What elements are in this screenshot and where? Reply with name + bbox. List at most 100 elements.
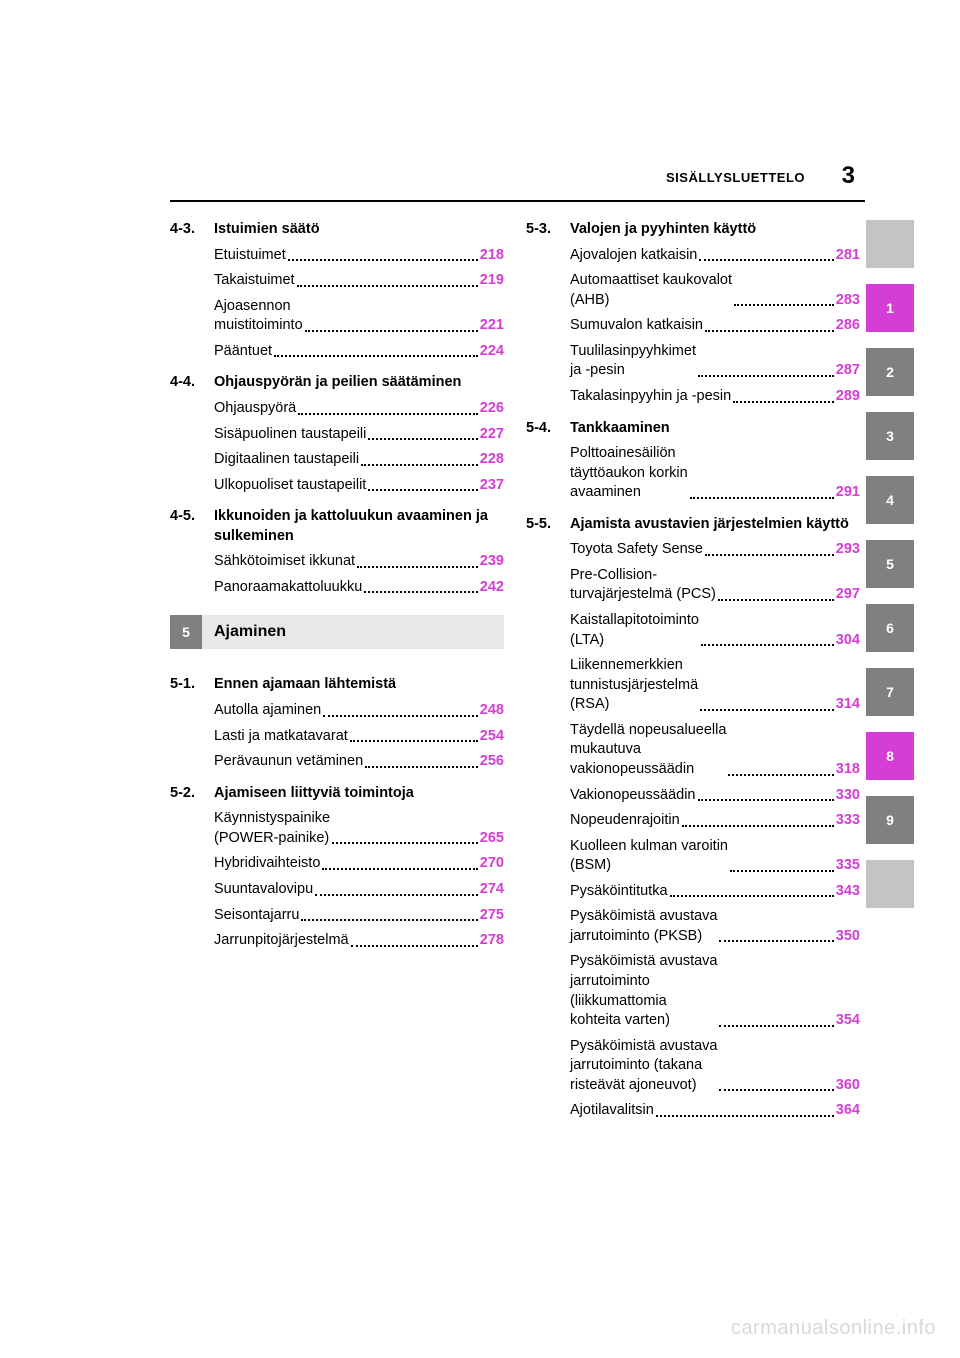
toc-entry[interactable]: Ajovalojen katkaisin281: [570, 246, 860, 266]
toc-entry[interactable]: Pysäköimistä avustava jarrutoiminto (tak…: [570, 1037, 860, 1096]
side-tab[interactable]: 2: [866, 348, 914, 396]
section-heading: 4-4.Ohjauspyörän ja peilien säätäminen: [170, 373, 504, 393]
toc-entry[interactable]: Digitaalinen taustapeili228: [214, 450, 504, 470]
toc-entry[interactable]: Kuolleen kulman varoitin (BSM)335: [570, 837, 860, 876]
toc-entry[interactable]: Ajoasennon muistitoiminto221: [214, 297, 504, 336]
toc-entry[interactable]: Pysäköimistä avustava jarrutoiminto (PKS…: [570, 907, 860, 946]
entry-label: Ohjauspyörä: [214, 399, 296, 419]
toc-entry[interactable]: Suuntavalovipu 274: [214, 880, 504, 900]
toc-entry[interactable]: Automaattiset kaukovalot (AHB)283: [570, 271, 860, 310]
leader-dots: [364, 591, 477, 593]
entry-label: Etuistuimet: [214, 246, 286, 266]
toc-entry[interactable]: Ajotilavalitsin 364: [570, 1101, 860, 1121]
section-title: Ajamista avustavien järjestelmien käyttö: [570, 515, 860, 535]
entry-page: 256: [480, 752, 504, 772]
entry-page: 278: [480, 931, 504, 951]
entry-label: Pysäköintitutka: [570, 882, 668, 902]
side-tab[interactable]: 9: [866, 796, 914, 844]
toc-entry[interactable]: Etuistuimet218: [214, 246, 504, 266]
leader-dots: [719, 1089, 833, 1091]
header-rule: [170, 200, 865, 202]
toc-entry[interactable]: Ohjauspyörä226: [214, 399, 504, 419]
toc-entry[interactable]: Liikennemerkkien tunnistusjärjestelmä (R…: [570, 656, 860, 715]
toc-entry[interactable]: Vakionopeussäädin330: [570, 786, 860, 806]
toc-entry[interactable]: Takaistuimet219: [214, 271, 504, 291]
leader-dots: [690, 497, 834, 499]
toc-entry[interactable]: Sisäpuolinen taustapeili227: [214, 425, 504, 445]
toc-entry[interactable]: Takalasinpyyhin ja -pesin289: [570, 387, 860, 407]
entry-label: Kaistallapitotoiminto (LTA): [570, 611, 699, 650]
entry-page: 333: [836, 811, 860, 831]
side-tab-blank: [866, 220, 914, 268]
toc-entry[interactable]: Jarrunpitojärjestelmä278: [214, 931, 504, 951]
side-tab[interactable]: 3: [866, 412, 914, 460]
entry-label: Ajotilavalitsin: [570, 1101, 654, 1121]
entry-page: 364: [836, 1101, 860, 1121]
toc-entry[interactable]: Käynnistyspainike (POWER-painike)265: [214, 809, 504, 848]
side-tab-blank: [866, 860, 914, 908]
toc-entry[interactable]: Pysäköintitutka343: [570, 882, 860, 902]
side-tab[interactable]: 4: [866, 476, 914, 524]
toc-entry[interactable]: Polttoainesäiliön täyttöaukon korkin ava…: [570, 444, 860, 503]
entry-page: 221: [480, 316, 504, 336]
entry-page: 360: [836, 1076, 860, 1096]
entry-label: Pysäköimistä avustava jarrutoiminto (PKS…: [570, 907, 717, 946]
leader-dots: [315, 894, 478, 896]
section-number: 5-3.: [526, 220, 562, 240]
entry-label: Ulkopuoliset taustapeilit: [214, 476, 366, 496]
toc-section: 5-1.Ennen ajamaan lähtemistäAutolla ajam…: [170, 675, 504, 771]
side-tab[interactable]: 6: [866, 604, 914, 652]
entry-page: 274: [480, 880, 504, 900]
section-heading: 5-4.Tankkaaminen: [526, 419, 860, 439]
toc-entry[interactable]: Hybridivaihteisto270: [214, 854, 504, 874]
leader-dots: [297, 285, 478, 287]
entry-label: Sumuvalon katkaisin: [570, 316, 703, 336]
side-tab[interactable]: 7: [866, 668, 914, 716]
entry-page: 237: [480, 476, 504, 496]
section-heading: 4-3. Istuimien säätö: [170, 220, 504, 240]
entry-page: 283: [836, 291, 860, 311]
toc-entry[interactable]: Toyota Safety Sense293: [570, 540, 860, 560]
toc-entry[interactable]: Pysäköimistä avustava jarrutoiminto (lii…: [570, 952, 860, 1030]
section-heading: 4-5.Ikkunoiden ja kattoluukun avaaminen …: [170, 507, 504, 546]
side-tab[interactable]: 8: [866, 732, 914, 780]
section-number: 5-1.: [170, 675, 206, 695]
leader-dots: [656, 1115, 834, 1117]
toc-section: 5-3.Valojen ja pyyhinten käyttöAjovaloje…: [526, 220, 860, 407]
toc-entry[interactable]: Pääntuet224: [214, 342, 504, 362]
toc-section: 4-5.Ikkunoiden ja kattoluukun avaaminen …: [170, 507, 504, 597]
toc-entry[interactable]: Perävaunun vetäminen256: [214, 752, 504, 772]
toc-entry[interactable]: Ulkopuoliset taustapeilit 237: [214, 476, 504, 496]
leader-dots: [323, 715, 478, 717]
entry-label: Suuntavalovipu: [214, 880, 313, 900]
leader-dots: [701, 644, 834, 646]
entry-page: 242: [480, 578, 504, 598]
chapter-number: 5: [170, 615, 202, 649]
toc-entry[interactable]: Tuulilasinpyyhkimet ja -pesin287: [570, 342, 860, 381]
leader-dots: [700, 709, 834, 711]
toc-entry[interactable]: Lasti ja matkatavarat254: [214, 727, 504, 747]
toc-entry[interactable]: Autolla ajaminen248: [214, 701, 504, 721]
side-tab[interactable]: 5: [866, 540, 914, 588]
toc-entry[interactable]: Sähkötoimiset ikkunat239: [214, 552, 504, 572]
toc-entry[interactable]: Täydellä nopeusalueella mukautuva vakion…: [570, 721, 860, 780]
section-title: Istuimien säätö: [214, 220, 504, 240]
section-title: Tankkaaminen: [570, 419, 860, 439]
toc-entry[interactable]: Seisontajarru275: [214, 906, 504, 926]
toc-entry[interactable]: Nopeudenrajoitin333: [570, 811, 860, 831]
header-title: SISÄLLYSLUETTELO: [666, 170, 805, 185]
toc-entry[interactable]: Panoraamakattoluukku242: [214, 578, 504, 598]
entry-label: Sisäpuolinen taustapeili: [214, 425, 366, 445]
entry-label: Pysäköimistä avustava jarrutoiminto (lii…: [570, 952, 717, 1030]
chapter-heading: 5Ajaminen: [170, 615, 504, 649]
section-number: 4-3.: [170, 220, 206, 240]
entry-page: 275: [480, 906, 504, 926]
toc-entry[interactable]: Pre-Collision- turvajärjestelmä (PCS)297: [570, 566, 860, 605]
entry-label: Takalasinpyyhin ja -pesin: [570, 387, 731, 407]
toc-entry[interactable]: Sumuvalon katkaisin286: [570, 316, 860, 336]
entry-page: 350: [836, 927, 860, 947]
side-tab[interactable]: 1: [866, 284, 914, 332]
entry-page: 304: [836, 631, 860, 651]
entry-label: Polttoainesäiliön täyttöaukon korkin ava…: [570, 444, 688, 503]
toc-entry[interactable]: Kaistallapitotoiminto (LTA) 304: [570, 611, 860, 650]
